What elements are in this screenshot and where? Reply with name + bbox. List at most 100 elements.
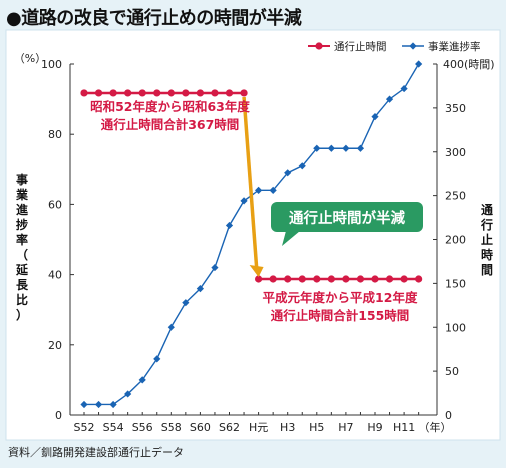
closure-hours-point <box>400 275 408 283</box>
right-axis-label-char: 間 <box>481 263 493 277</box>
right-tick-label: 250 <box>445 190 466 203</box>
x-axis-unit: （年） <box>419 420 452 434</box>
x-tick-label: S60 <box>190 421 211 434</box>
x-tick-label: H11 <box>393 421 415 434</box>
closure-hours-point <box>284 275 292 283</box>
closure-hours-point <box>182 89 190 97</box>
right-axis-label: 通行止時間 <box>480 202 493 277</box>
progress-rate-point <box>400 84 408 93</box>
right-axis-label-char: 時 <box>481 247 493 262</box>
right-tick-label: 300 <box>445 146 466 159</box>
left-tick-label: 60 <box>48 198 62 211</box>
closure-hours-point <box>269 275 277 283</box>
progress-rate-point <box>284 169 292 177</box>
left-axis-label-char: 延 <box>15 262 29 277</box>
callout-box: 通行止時間が半減 <box>271 202 423 246</box>
annotation-before-line1: 昭和52年度から昭和63年度 <box>90 99 250 114</box>
series-closure-hours <box>80 89 423 283</box>
progress-rate-point <box>80 400 88 409</box>
x-tick-label: H7 <box>338 421 353 434</box>
left-axis-label-char: （ <box>16 247 28 262</box>
right-tick-label: 350 <box>445 102 466 115</box>
left-axis-ticks: 0 20 40 60 80 100（%） 事業進捗率（延長比） <box>14 52 74 422</box>
closure-hours-point <box>385 275 394 283</box>
closure-hours-point <box>415 275 423 283</box>
closure-hours-point <box>167 89 175 97</box>
progress-rate-point <box>124 390 132 398</box>
x-tick-label: H9 <box>367 421 382 434</box>
closure-hours-point <box>327 275 335 283</box>
left-tick-label: 0 <box>55 409 62 422</box>
closure-hours-point <box>138 89 146 97</box>
closure-hours-point <box>342 275 350 283</box>
closure-hours-point <box>211 89 219 97</box>
annotation-after-line2: 通行止時間合計155時間 <box>271 308 410 323</box>
right-axis-label-char: 通 <box>481 202 493 217</box>
left-tick-label: 20 <box>48 339 62 352</box>
progress-rate-point <box>153 355 161 363</box>
x-tick-label: S54 <box>103 421 124 434</box>
right-axis-ticks: 0 50 100 150 200 250 300 350 400(時間) 通行止時間 <box>433 58 495 422</box>
left-axis-label-char: 比 <box>16 292 28 307</box>
progress-rate-point <box>313 144 321 152</box>
arrow-shaft <box>242 96 259 268</box>
closure-hours-point <box>356 275 365 283</box>
left-axis-label-char: 率 <box>16 232 28 247</box>
x-tick-label: S56 <box>132 421 153 434</box>
progress-rate-point <box>415 60 423 68</box>
progress-rate-point <box>327 144 335 152</box>
progress-rate-point <box>371 113 379 121</box>
progress-rate-point <box>167 323 175 331</box>
progress-rate-point <box>211 263 219 272</box>
callout-background <box>271 202 423 232</box>
closure-hours-point <box>313 275 321 283</box>
x-tick-label: S62 <box>219 421 240 434</box>
right-tick-label: 150 <box>445 277 466 290</box>
progress-rate-point <box>196 285 204 293</box>
progress-rate-point <box>109 400 117 409</box>
chart-title: ●道路の改良で通行止めの時間が半減 <box>6 8 302 29</box>
progress-rate-point <box>269 186 277 194</box>
left-tick-label: 100 <box>41 58 62 71</box>
right-axis-label-char: 止 <box>481 232 493 247</box>
reduction-arrow <box>242 96 264 277</box>
right-tick-label: 0 <box>445 409 452 422</box>
progress-rate-point <box>356 144 365 152</box>
closure-hours-point <box>240 89 248 97</box>
closure-hours-point <box>298 275 306 283</box>
left-axis-label-char: ） <box>16 307 28 322</box>
left-axis-unit: （%） <box>14 52 46 65</box>
right-axis-label-char: 行 <box>480 217 493 232</box>
legend-marker-closure <box>315 42 323 50</box>
x-tick-label: H元 <box>249 421 268 434</box>
progress-rate-point <box>385 95 394 103</box>
progress-rate-point <box>298 162 306 170</box>
x-tick-label: H5 <box>309 421 324 434</box>
progress-rate-point <box>255 186 263 194</box>
left-axis-label-char: 長 <box>16 277 29 292</box>
left-axis-label-char: 事 <box>16 172 28 187</box>
legend-marker-progress <box>409 42 417 50</box>
progress-rate-point <box>342 144 350 152</box>
callout-pointer <box>282 231 300 246</box>
annotations: 昭和52年度から昭和63年度通行止時間合計367時間平成元年度から平成12年度通… <box>90 99 423 323</box>
progress-rate-point <box>225 221 234 230</box>
legend-label-closure: 通行止時間 <box>334 40 387 53</box>
closure-hours-point <box>225 89 234 97</box>
left-axis-label-char: 捗 <box>16 217 28 232</box>
right-tick-label: 50 <box>445 365 459 378</box>
progress-rate-point <box>94 400 103 409</box>
x-tick-label: S58 <box>161 421 182 434</box>
closure-hours-point <box>94 89 103 97</box>
annotation-after-line1: 平成元年度から平成12年度 <box>263 290 418 305</box>
closure-hours-point <box>153 89 161 97</box>
closure-hours-point <box>196 89 204 97</box>
closure-hours-point <box>255 275 263 283</box>
closure-hours-point <box>371 275 379 283</box>
left-tick-label: 80 <box>48 128 62 141</box>
right-tick-label: 200 <box>445 234 466 247</box>
progress-rate-point <box>240 197 248 205</box>
closure-hours-point <box>109 89 117 97</box>
